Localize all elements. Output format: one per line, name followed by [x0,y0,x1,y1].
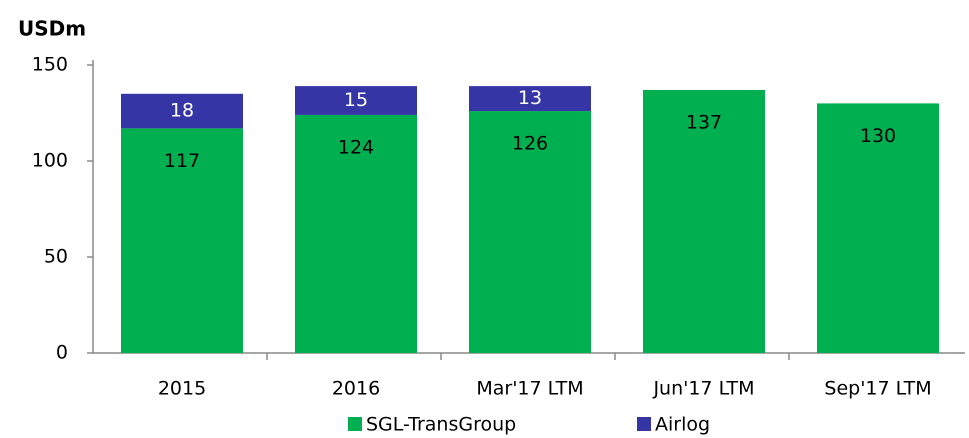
bar-segment [295,114,417,353]
data-label: 13 [518,87,542,109]
data-label: 15 [344,89,368,111]
legend-swatch [348,417,362,431]
y-tick-label: 50 [44,246,68,268]
bar-segment [121,93,243,129]
legend-swatch [637,417,651,431]
bar-segment [817,103,939,354]
y-tick-label: 150 [32,54,68,76]
x-tick-label: 2015 [158,378,206,400]
legend-label: SGL-TransGroup [366,414,516,436]
axis-title: USDm [18,17,86,41]
bar-segment [643,89,765,354]
x-tick-label: 2016 [332,378,380,400]
data-label: 117 [164,150,200,172]
data-label: 137 [686,111,722,133]
bar-segment [469,111,591,353]
bar-segment [469,86,591,112]
data-label: 18 [170,100,194,122]
data-label: 126 [512,133,548,155]
legend-label: Airlog [655,414,710,436]
y-tick-label: 0 [56,342,68,364]
x-tick-label: Sep'17 LTM [824,378,931,400]
x-tick-label: Mar'17 LTM [476,378,583,400]
x-tick-label: Jun'17 LTM [652,378,754,400]
bar-segment [121,128,243,353]
bar-segment [295,86,417,115]
data-label: 130 [860,125,896,147]
data-label: 124 [338,136,374,158]
y-tick-label: 100 [32,150,68,172]
